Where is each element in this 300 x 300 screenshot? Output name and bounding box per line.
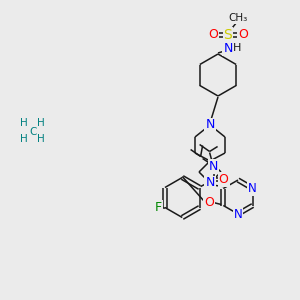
Text: H: H xyxy=(233,43,241,53)
Text: C: C xyxy=(29,127,37,137)
Text: O: O xyxy=(204,196,214,209)
Text: CH₃: CH₃ xyxy=(228,13,248,23)
Text: H: H xyxy=(20,118,28,128)
Text: S: S xyxy=(224,28,232,42)
Text: H: H xyxy=(20,134,28,144)
Text: N: N xyxy=(223,41,233,55)
Text: N: N xyxy=(205,176,215,190)
Text: F: F xyxy=(154,201,161,214)
Text: N: N xyxy=(205,118,215,131)
Text: N: N xyxy=(209,160,218,173)
Text: N: N xyxy=(234,208,242,220)
Text: O: O xyxy=(238,28,248,41)
Text: H: H xyxy=(37,118,45,128)
Text: H: H xyxy=(37,134,45,144)
Text: O: O xyxy=(208,28,218,41)
Text: O: O xyxy=(219,173,229,186)
Text: N: N xyxy=(248,182,257,195)
